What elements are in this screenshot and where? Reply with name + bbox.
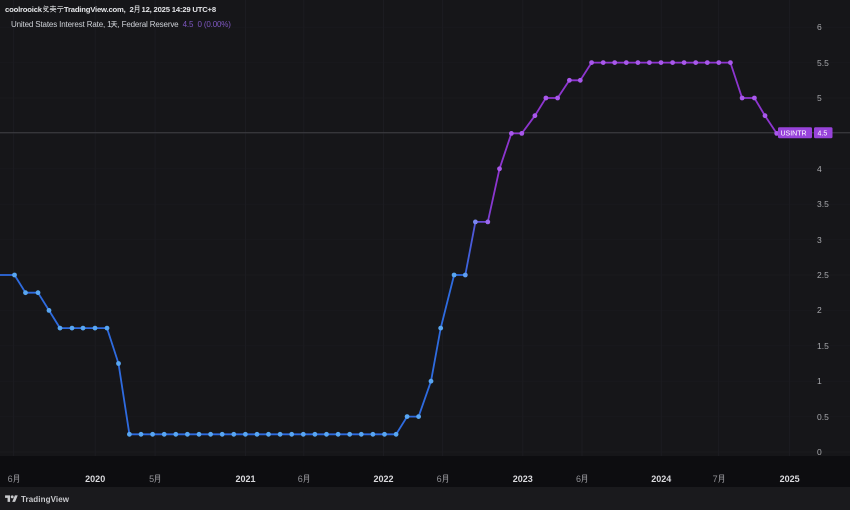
svg-text:USINTR: USINTR [781, 131, 807, 138]
svg-text:4.5: 4.5 [818, 131, 828, 138]
